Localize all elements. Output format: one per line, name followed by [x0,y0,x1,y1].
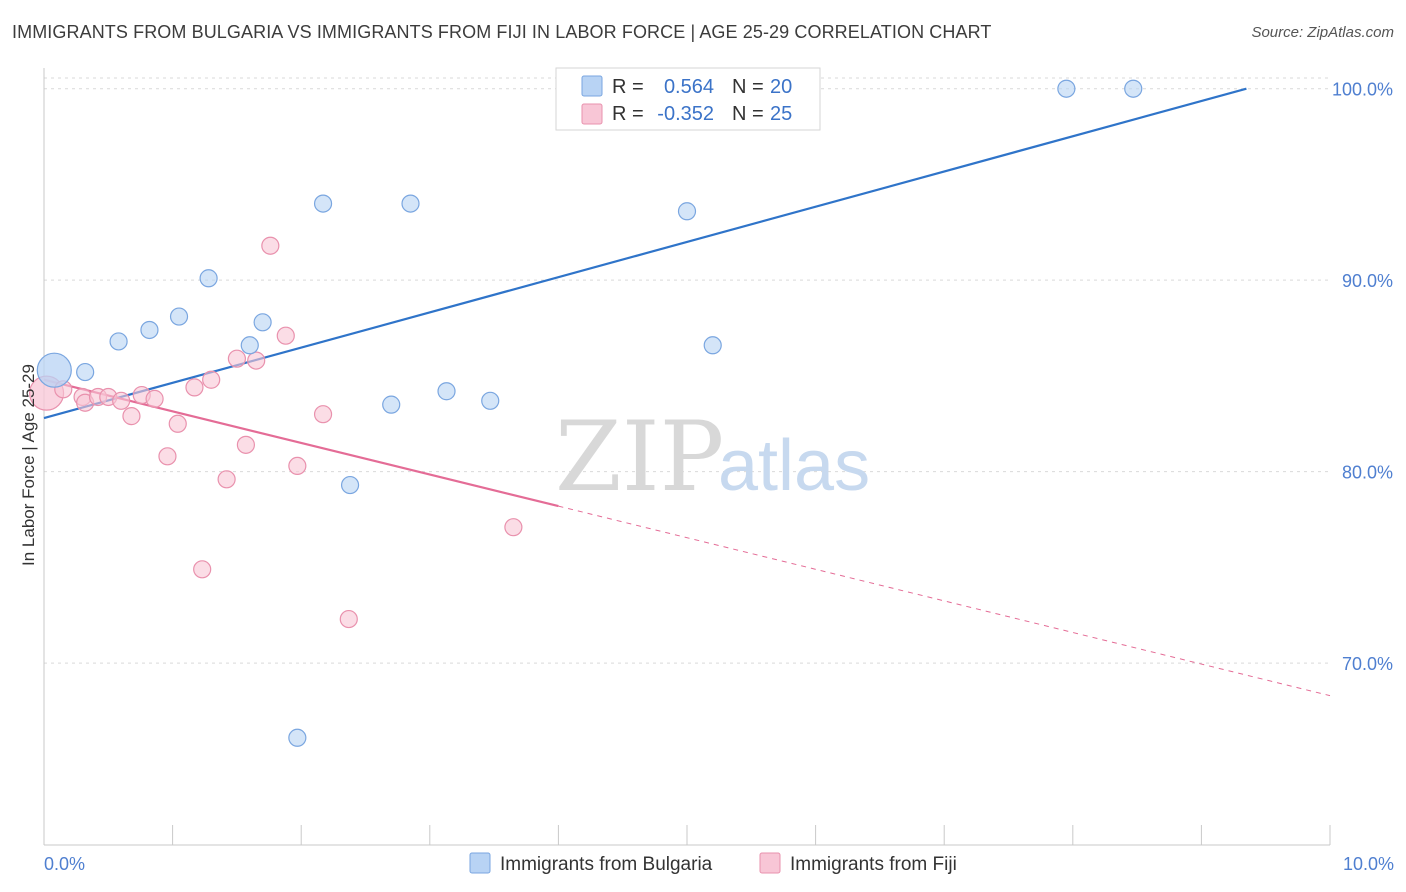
point-bulgaria-6 [240,336,259,355]
legend-swatch-fiji [581,103,603,125]
point-fiji-10 [158,447,177,466]
point-fiji-19 [261,236,280,255]
legend-r-label-fiji: R = [612,103,644,125]
point-bulgaria-15 [703,336,722,355]
y-axis-title: In Labor Force | Age 25-29 [19,364,38,566]
series-legend: Immigrants from Bulgaria Immigrants from… [469,852,957,875]
watermark: ZIP atlas [555,401,870,513]
point-fiji-14 [202,370,221,389]
series-legend-label-fiji: Immigrants from Fiji [790,854,957,875]
point-fiji-17 [236,435,256,454]
point-bulgaria-11 [382,395,401,414]
points-layer [28,79,1143,747]
watermark-zip: ZIP [555,401,724,513]
point-fiji-9 [145,389,164,408]
series-legend-swatch-bulgaria [469,852,491,874]
legend-n-label-bulgaria: N = [732,76,764,98]
chart-title: IMMIGRANTS FROM BULGARIA VS IMMIGRANTS F… [12,22,992,42]
point-fiji-24 [504,518,523,537]
trend-layer [43,87,1331,697]
point-bulgaria-2 [109,332,128,351]
legend-n-label-fiji: N = [732,103,764,125]
point-bulgaria-4 [169,307,189,326]
point-fiji-22 [313,405,333,424]
point-fiji-7 [122,407,141,426]
point-fiji-16 [227,349,246,368]
point-bulgaria-8 [313,194,333,213]
point-bulgaria-5 [199,269,218,288]
point-bulgaria-10 [340,475,360,495]
trendline-bulgaria [43,87,1247,420]
point-fiji-18 [247,351,266,370]
point-bulgaria-14 [677,202,697,221]
point-bulgaria-9 [401,194,420,213]
x-tick-label-min: 0.0% [44,854,85,874]
point-bulgaria-0 [36,352,72,388]
legend-n-value-bulgaria: 20 [770,76,792,98]
point-fiji-20 [276,326,295,345]
legend-r-value-bulgaria: 0.564 [664,76,714,98]
point-bulgaria-7 [253,313,272,332]
correlation-legend: R = 0.564 N = 20 R = -0.352 N = 25 [555,67,821,131]
point-bulgaria-12 [437,382,456,401]
watermark-atlas: atlas [718,426,870,506]
trendline-fiji-projection [558,505,1331,697]
chart-source: Source: ZipAtlas.com [1251,24,1394,41]
point-fiji-6 [112,391,131,410]
point-fiji-23 [339,609,358,629]
point-bulgaria-19 [288,728,307,747]
point-fiji-15 [217,470,236,489]
y-tick-label-70: 70.0% [1342,654,1393,674]
series-legend-label-bulgaria: Immigrants from Bulgaria [500,854,713,875]
point-bulgaria-3 [140,320,159,340]
point-fiji-11 [168,414,187,433]
y-tick-label-100: 100.0% [1332,80,1393,100]
legend-r-value-fiji: -0.352 [657,103,714,125]
y-tick-label-90: 90.0% [1342,271,1393,291]
legend-swatch-bulgaria [581,75,603,97]
axis-layer: 70.0% 80.0% 90.0% 100.0% [43,68,1393,846]
point-bulgaria-17 [1057,79,1076,98]
legend-r-label-bulgaria: R = [612,76,644,98]
legend-n-value-fiji: 25 [770,103,792,125]
point-bulgaria-13 [481,391,500,410]
x-tick-label-max: 10.0% [1343,854,1394,874]
point-bulgaria-18 [1124,79,1143,98]
series-legend-swatch-fiji [759,852,781,874]
point-fiji-21 [288,456,307,476]
grid-layer [44,77,1330,664]
point-fiji-13 [193,560,212,579]
y-tick-label-80: 80.0% [1342,463,1393,483]
point-fiji-12 [185,378,204,397]
point-bulgaria-1 [76,362,95,382]
